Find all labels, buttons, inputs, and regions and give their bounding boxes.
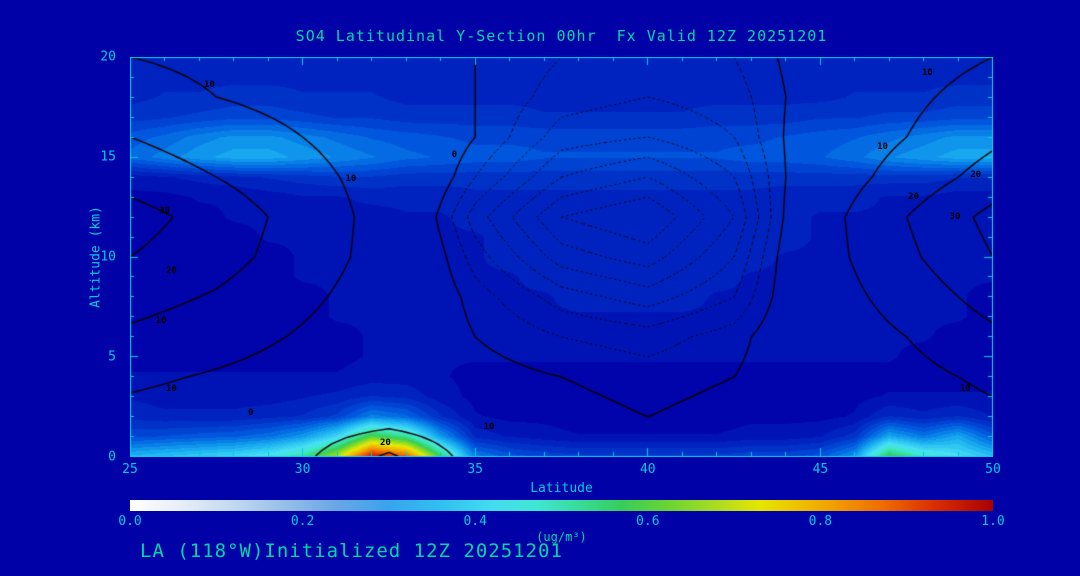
init-time-label: LA (118°W)Initialized 12Z 20251201	[140, 540, 563, 562]
colorbar-ticks: 0.0 0.2 0.4 0.6 0.8 1.0	[118, 514, 1004, 529]
x-tick-label: 35	[467, 462, 484, 477]
contour-plot-canvas	[130, 57, 993, 457]
y-tick-label: 20	[100, 49, 116, 65]
plot-area: 30 20 10 10 0 20 10 0 10 10 10 20 30 20 10 10	[130, 57, 993, 457]
colorbar-units-label: (ug/m³)	[536, 530, 587, 544]
x-tick-label: 50	[985, 462, 1001, 477]
x-tick-label: 45	[812, 462, 829, 477]
colorbar-gradient	[130, 500, 993, 511]
y-tick-label: 10	[100, 249, 116, 265]
y-tick-label: 5	[108, 349, 116, 365]
colorbar-tick-label: 0.4	[463, 514, 487, 529]
x-axis-label: Latitude	[530, 481, 593, 496]
y-axis-ticks: 0 5 10 15 20	[0, 50, 124, 465]
x-tick-label: 40	[639, 462, 656, 477]
y-tick-label: 15	[100, 149, 116, 165]
colorbar-tick-label: 0.0	[118, 514, 142, 529]
x-axis-ticks: 25 30 35 40 45 50	[122, 462, 1001, 478]
colorbar-tick-label: 0.6	[636, 514, 660, 529]
x-tick-label: 30	[294, 462, 311, 477]
x-tick-label: 25	[122, 462, 138, 477]
colorbar-tick-label: 0.8	[808, 514, 833, 529]
colorbar-tick-label: 0.2	[290, 514, 315, 529]
colorbar-tick-label: 1.0	[981, 514, 1005, 529]
chart-title: SO4 Latitudinal Y-Section 00hr Fx Valid …	[295, 27, 828, 45]
y-tick-label: 0	[108, 449, 116, 465]
